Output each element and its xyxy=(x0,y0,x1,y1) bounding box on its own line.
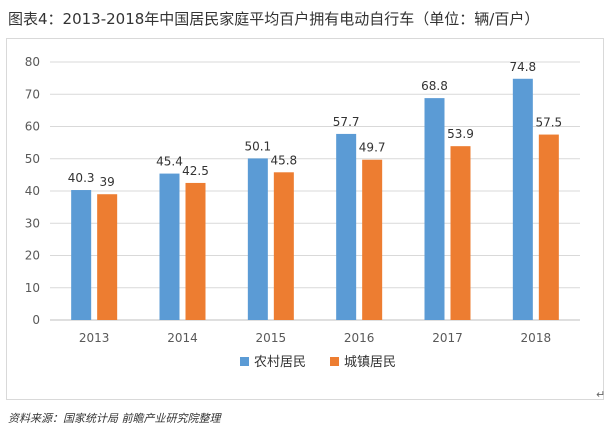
data-label: 74.8 xyxy=(509,60,536,74)
bar-urban-2016 xyxy=(362,159,383,320)
bar-rural-2015 xyxy=(247,158,268,320)
data-label: 57.7 xyxy=(333,115,360,129)
x-tick-label: 2013 xyxy=(79,331,110,345)
y-tick-label: 40 xyxy=(25,184,40,198)
x-tick-label: 2014 xyxy=(167,331,198,345)
source-note: 资料来源：国家统计局 前瞻产业研究院整理 xyxy=(8,412,221,425)
legend-swatch-rural xyxy=(240,357,249,366)
x-tick-label: 2018 xyxy=(521,331,552,345)
data-label: 68.8 xyxy=(421,79,448,93)
bar-urban-2018 xyxy=(538,134,559,320)
bar-urban-2014 xyxy=(185,182,206,320)
y-tick-label: 50 xyxy=(25,152,40,166)
data-label: 45.8 xyxy=(270,153,297,167)
data-label: 40.3 xyxy=(68,171,95,185)
data-label: 39 xyxy=(100,175,115,189)
bar-urban-2017 xyxy=(450,146,471,320)
y-tick-label: 20 xyxy=(25,249,40,263)
data-label: 53.9 xyxy=(447,127,474,141)
data-label: 49.7 xyxy=(359,141,386,155)
y-tick-label: 60 xyxy=(25,120,40,134)
y-tick-label: 80 xyxy=(25,55,40,69)
data-label: 57.5 xyxy=(535,116,562,130)
bar-rural-2017 xyxy=(424,98,445,321)
y-tick-label: 10 xyxy=(25,281,40,295)
paragraph-mark: ↵ xyxy=(596,388,606,401)
x-tick-label: 2015 xyxy=(256,331,287,345)
data-label: 50.1 xyxy=(244,139,271,153)
bar-rural-2018 xyxy=(512,78,533,321)
y-tick-label: 70 xyxy=(25,87,40,101)
bar-rural-2016 xyxy=(336,133,357,320)
legend-label-rural: 农村居民 xyxy=(254,355,306,370)
legend-swatch-urban xyxy=(330,357,339,366)
bar-urban-2013 xyxy=(97,194,118,320)
y-tick-label: 30 xyxy=(25,216,40,230)
bar-rural-2013 xyxy=(71,190,92,320)
legend-label-urban: 城镇居民 xyxy=(344,355,396,370)
bar-rural-2014 xyxy=(159,173,180,320)
data-label: 42.5 xyxy=(182,164,209,178)
x-tick-label: 2017 xyxy=(432,331,463,345)
x-tick-label: 2016 xyxy=(344,331,375,345)
chart-title: 图表4：2013-2018年中国居民家庭平均百户拥有电动自行车（单位：辆/百户） xyxy=(8,10,540,28)
data-label: 45.4 xyxy=(156,155,183,169)
bar-urban-2015 xyxy=(273,172,294,320)
y-tick-label: 0 xyxy=(32,313,40,327)
